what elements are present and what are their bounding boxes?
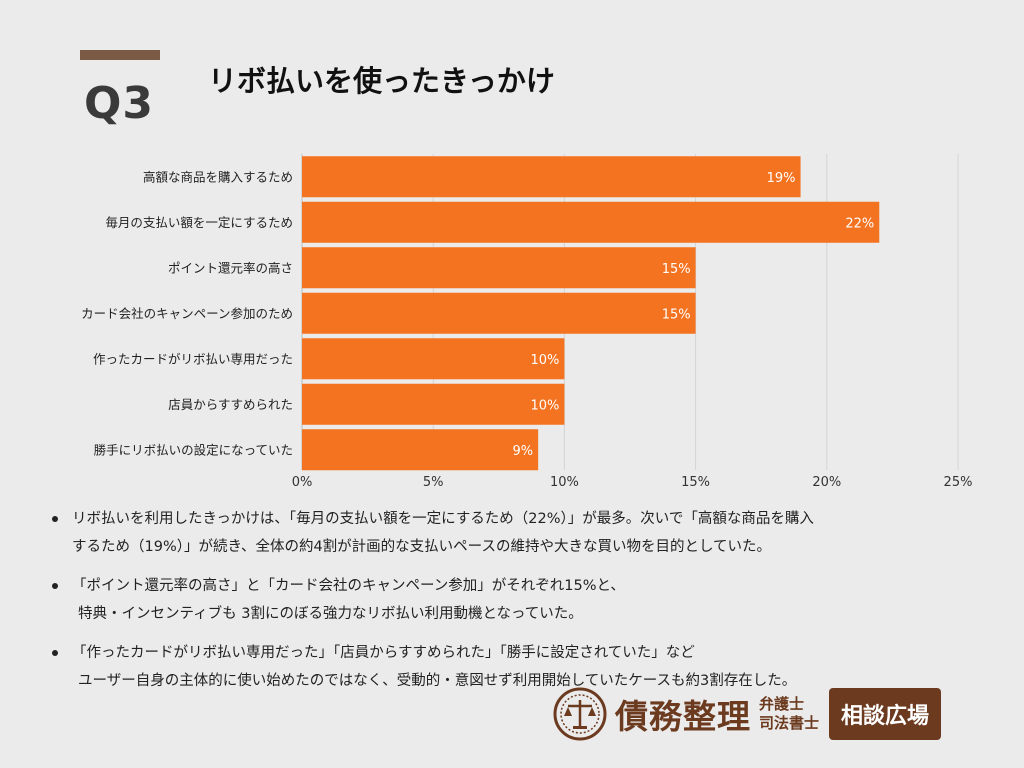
bullet-line: するため（19%）」が続き、全体の約4割が計画的な支払いペースの維持や大きな買い…	[72, 539, 772, 555]
horizontal-bar-chart: 0% 5% 10% 15% 20% 25% 高額な商品を購入するため 19% 毎月の支払い額を一…	[81, 154, 973, 490]
logo-sub-top: 弁護士	[759, 695, 805, 713]
bullet-line: 特典・インセンティブも 3割にのぼる強力なリボ払い利用動機となっていた。	[78, 606, 583, 622]
bullet-line: 「ポイント還元率の高さ」と「カード会社のキャンペーン参加」がそれぞれ15%と、	[72, 578, 625, 594]
data-label: 22%	[845, 216, 874, 231]
x-tick-label: 25%	[944, 475, 973, 490]
summary-bullet-3: 「作ったカードがリボ払い専用だった」「店員からすすめられた」「勝手に設定されてい…	[46, 639, 996, 695]
summary-bullet-2: 「ポイント還元率の高さ」と「カード会社のキャンペーン参加」がそれぞれ15%と、 …	[46, 572, 996, 628]
x-tick-label: 15%	[681, 475, 710, 490]
data-label: 15%	[662, 262, 691, 277]
category-label: 作ったカードがリボ払い専用だった	[93, 351, 293, 366]
page-title: リボ払いを使ったきっかけ	[208, 64, 555, 98]
data-label: 10%	[530, 353, 559, 368]
data-label: 19%	[767, 171, 796, 186]
scales-of-justice-icon	[553, 687, 607, 741]
question-accent-bar	[80, 50, 160, 60]
bar	[302, 156, 801, 198]
logo-main-text: 債務整理	[615, 697, 751, 736]
bar	[302, 292, 696, 334]
summary-bullet-1: リボ払いを利用したきっかけは、「毎月の支払い額を一定にするため（22%）」が最多…	[46, 505, 996, 561]
data-label: 10%	[530, 398, 559, 413]
logo-sub-text: 弁護士 司法書士	[759, 695, 819, 733]
category-label: 毎月の支払い額を一定にするため	[105, 215, 293, 230]
category-label: ポイント還元率の高さ	[168, 260, 293, 275]
x-tick-label: 5%	[423, 475, 444, 490]
bar	[302, 429, 539, 471]
bullet-line: リボ払いを利用したきっかけは、「毎月の支払い額を一定にするため（22%）」が最多…	[72, 511, 814, 527]
question-number: Q3	[84, 78, 155, 129]
bar	[302, 383, 565, 425]
bar	[302, 201, 880, 243]
category-label: カード会社のキャンペーン参加のため	[81, 306, 293, 321]
x-tick-label: 20%	[812, 475, 841, 490]
category-label: 勝手にリボ払いの設定になっていた	[94, 442, 293, 457]
bullet-line: ユーザー自身の主体的に使い始めたのではなく、受動的・意図せず利用開始していたケー…	[78, 673, 797, 689]
x-tick-label: 10%	[550, 475, 579, 490]
bullet-line: 「作ったカードがリボ払い専用だった」「店員からすすめられた」「勝手に設定されてい…	[72, 645, 695, 661]
logo-badge: 相談広場	[829, 688, 942, 740]
bar	[302, 338, 565, 380]
category-label: 店員からすすめられた	[168, 397, 293, 412]
logo-sub-bottom: 司法書士	[759, 714, 820, 732]
x-tick-label: 0%	[292, 475, 313, 490]
category-label: 高額な商品を購入するため	[143, 169, 293, 184]
data-label: 9%	[513, 444, 534, 459]
bar	[302, 247, 696, 289]
brand-logo: 債務整理 弁護士 司法書士 相談広場	[553, 686, 942, 742]
data-label: 15%	[662, 307, 691, 322]
summary-bullets: リボ払いを利用したきっかけは、「毎月の支払い額を一定にするため（22%）」が最多…	[46, 505, 996, 706]
